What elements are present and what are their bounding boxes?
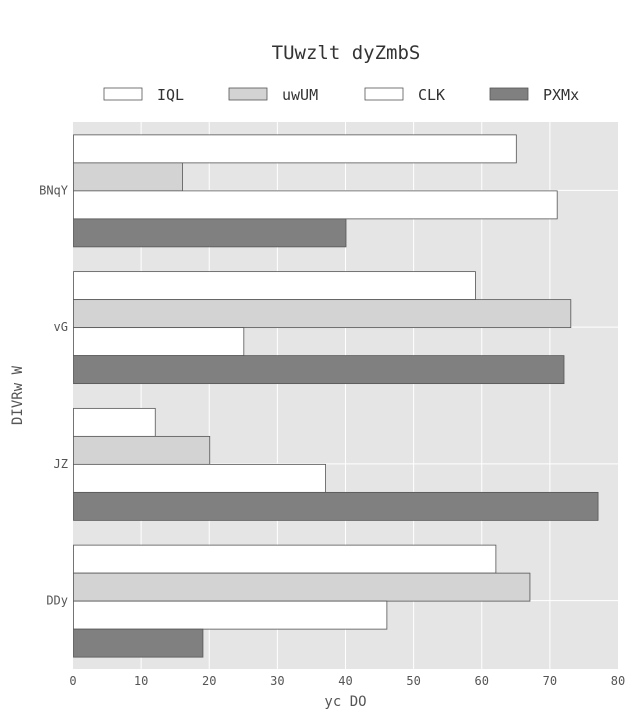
x-tick-label: 30 <box>270 674 284 688</box>
legend-swatch <box>364 87 404 101</box>
bar-iql-ddy <box>73 544 497 574</box>
y-tick-label: vG <box>54 320 68 334</box>
legend-swatch <box>228 87 268 101</box>
bar-iql-jz <box>73 407 156 437</box>
y-tick-label: DDy <box>46 594 68 608</box>
legend-item-iql: IQL <box>103 86 184 104</box>
bar-pxmx-jz <box>73 491 599 521</box>
bars <box>73 134 599 658</box>
x-tick-label: 70 <box>543 674 557 688</box>
bar-clk-vg <box>73 327 245 357</box>
legend-item-clk: CLK <box>364 86 445 104</box>
y-tick-label: BNqY <box>39 183 69 197</box>
legend-swatch <box>103 87 143 101</box>
legend-item-uwum: uwUM <box>228 86 318 104</box>
legend-swatch <box>489 87 529 101</box>
x-tick-label: 50 <box>406 674 420 688</box>
bar-clk-jz <box>73 463 326 493</box>
legend-label: CLK <box>418 86 445 104</box>
x-tick-label: 40 <box>338 674 352 688</box>
ticks: 0 10 20 30 40 50 60 70 80 BNqY vG JZ DDy <box>39 183 625 688</box>
bar-iql-bnqy <box>73 134 517 164</box>
bar-clk-bnqy <box>73 190 558 220</box>
bar-pxmx-bnqy <box>73 218 347 248</box>
bar-uwum-bnqy <box>73 162 183 192</box>
bar-uwum-jz <box>73 435 211 465</box>
x-axis-label: yc DO <box>324 694 366 710</box>
x-tick-label: 20 <box>202 674 216 688</box>
bar-clk-ddy <box>73 600 388 630</box>
legend-item-pxmx: PXMx <box>489 86 579 104</box>
legend: IQL uwUM CLK PXMx <box>103 86 579 104</box>
chart-title: TUwzlt dyZmbS <box>272 42 421 64</box>
bar-uwum-vg <box>73 299 572 329</box>
x-tick-label: 60 <box>475 674 489 688</box>
y-tick-label: JZ <box>54 457 68 471</box>
y-axis-label: DIVRw W <box>10 365 26 425</box>
legend-label: IQL <box>157 86 184 104</box>
bar-pxmx-vg <box>73 355 565 385</box>
x-tick-label: 0 <box>69 674 76 688</box>
x-tick-label: 10 <box>134 674 148 688</box>
legend-label: uwUM <box>282 86 318 104</box>
bar-uwum-ddy <box>73 572 531 602</box>
legend-label: PXMx <box>543 86 579 104</box>
x-tick-label: 80 <box>611 674 625 688</box>
bar-iql-vg <box>73 271 476 301</box>
bar-pxmx-ddy <box>73 628 204 658</box>
